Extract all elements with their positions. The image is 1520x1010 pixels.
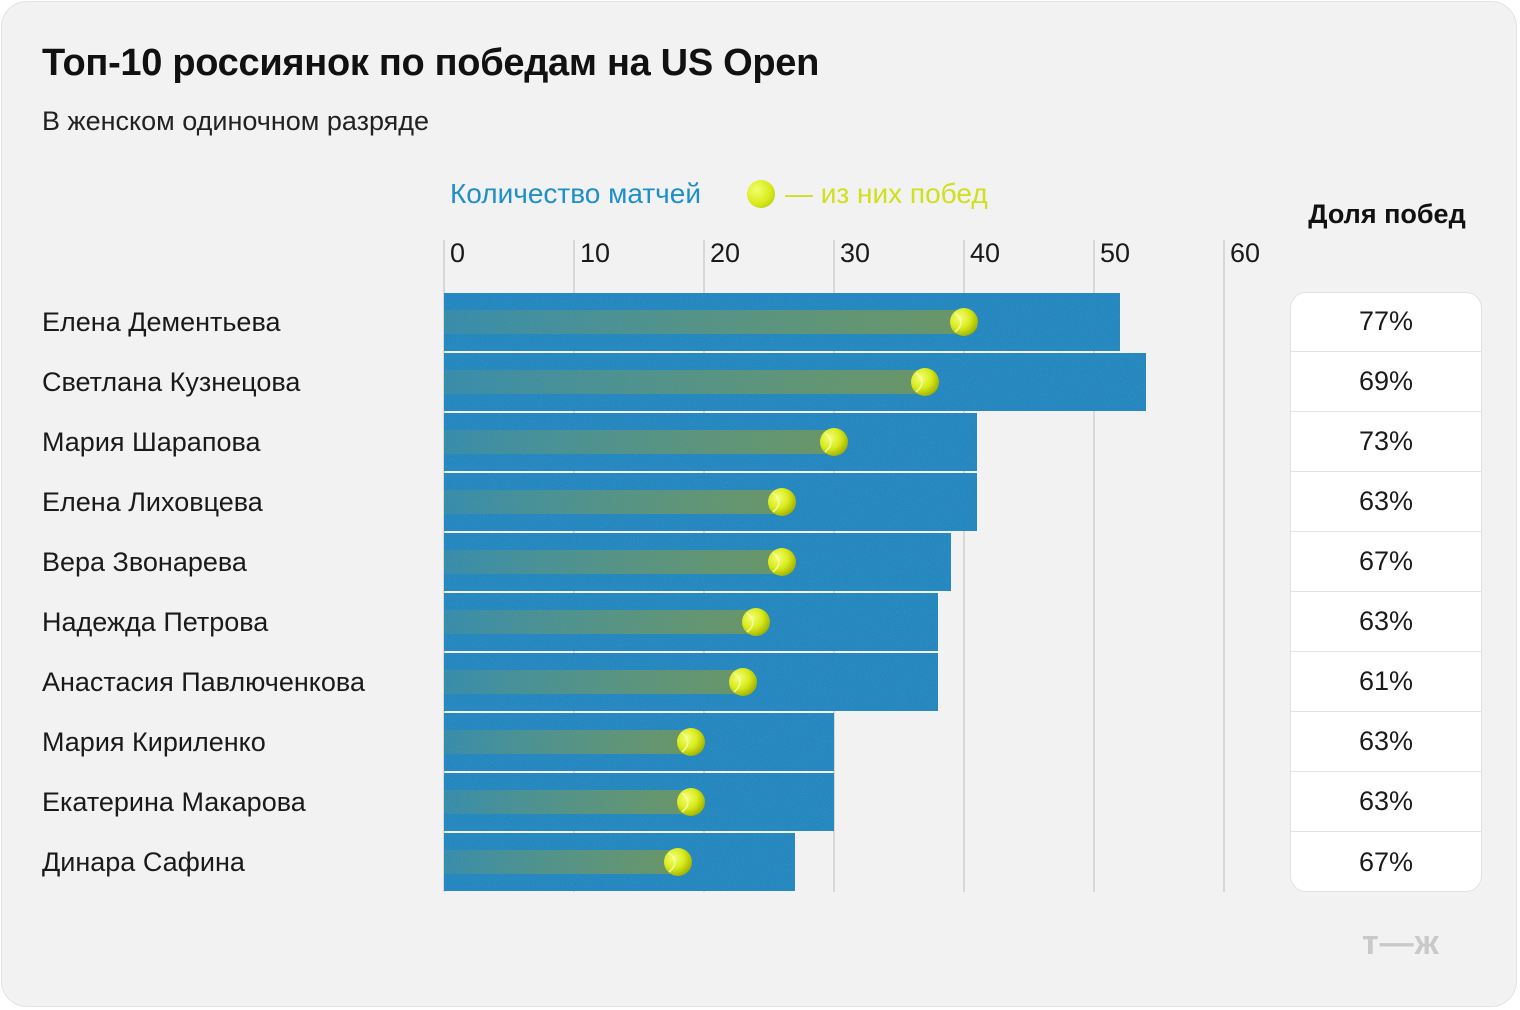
wins-trail [444,610,756,634]
tzh-logo: т—ж [1362,924,1440,962]
category-label: Динара Сафина [42,847,245,877]
category-label: Вера Звонарева [42,547,247,577]
share-value: 67% [1291,532,1481,592]
bar-row [444,413,977,471]
wins-ball-marker [768,548,796,576]
legend: Количество матчей — из них побед [450,174,988,214]
wins-trail [444,310,964,334]
ball-seam [746,612,754,633]
wins-trail [444,730,691,754]
share-value: 67% [1358,846,1414,877]
bar-row [444,773,834,831]
x-tick-labels: 0 10 20 30 40 50 60 [450,238,1260,268]
x-tick-label: 30 [840,238,870,268]
bar-row [444,833,795,891]
category-label: Мария Кириленко [42,727,266,757]
category-label: Елена Лиховцева [42,487,263,517]
wins-trail [444,790,691,814]
ball-seam [668,852,676,873]
share-value: 63% [1291,592,1481,652]
share-value: 61% [1291,652,1481,712]
ball-seam [681,792,689,813]
bar-row [444,653,938,711]
share-value: 73% [1291,412,1481,472]
wins-ball-marker [677,728,705,756]
share-column: 77% 69% 73% 63% 67% 63% 61% 63% 63% 67% [1290,292,1482,892]
x-tick-label: 50 [1100,238,1130,268]
x-tick-label: 20 [710,238,740,268]
category-label: Анастасия Павлюченкова [42,667,365,697]
share-header: Доля побед [1308,199,1466,229]
category-label: Надежда Петрова [42,607,269,637]
legend-matches-label: Количество матчей [450,178,701,209]
share-value: 77% [1291,293,1481,352]
share-value: 63% [1291,712,1481,772]
wins-ball-marker [911,368,939,396]
wins-ball-marker [820,428,848,456]
tennis-ball-icon [746,180,775,208]
share-value: 63% [1291,772,1481,832]
wins-ball-marker [768,488,796,516]
bars [444,293,1146,891]
ball-seam [824,432,832,453]
ball-seam [772,492,780,513]
wins-ball-marker [742,608,770,636]
bar-row [444,353,1146,411]
bar-row [444,533,951,591]
category-label: Мария Шарапова [42,427,261,457]
wins-ball-marker [950,308,978,336]
category-label: Светлана Кузнецова [42,367,301,397]
ball-seam [733,672,741,693]
wins-trail [444,670,743,694]
category-label: Екатерина Макарова [42,787,306,817]
wins-ball-marker [664,848,692,876]
bar-row [444,593,938,651]
bar-row [444,293,1120,351]
share-value: 63% [1291,472,1481,532]
wins-trail [444,850,678,874]
ball-seam [954,312,962,333]
ball-seam [772,552,780,573]
ball-seam [681,732,689,753]
x-tick-label: 0 [450,238,465,268]
bar-row [444,473,977,531]
legend-wins-label: — из них побед [784,178,988,209]
chart-title: Топ-10 россиянок по победам на US Open [42,42,820,84]
x-tick-label: 40 [970,238,1000,268]
ball-seam [915,372,923,393]
wins-trail [444,490,782,514]
bar-row [444,713,834,771]
x-tick-label: 10 [580,238,610,268]
share-value: 69% [1291,352,1481,412]
chart-subtitle: В женском одиночном разряде [42,106,430,136]
wins-trail [444,550,782,574]
wins-trail [444,430,834,454]
x-tick-label: 60 [1230,238,1260,268]
wins-trail [444,370,925,394]
wins-ball-marker [729,668,757,696]
wins-ball-marker [677,788,705,816]
category-label: Елена Дементьева [42,307,281,337]
